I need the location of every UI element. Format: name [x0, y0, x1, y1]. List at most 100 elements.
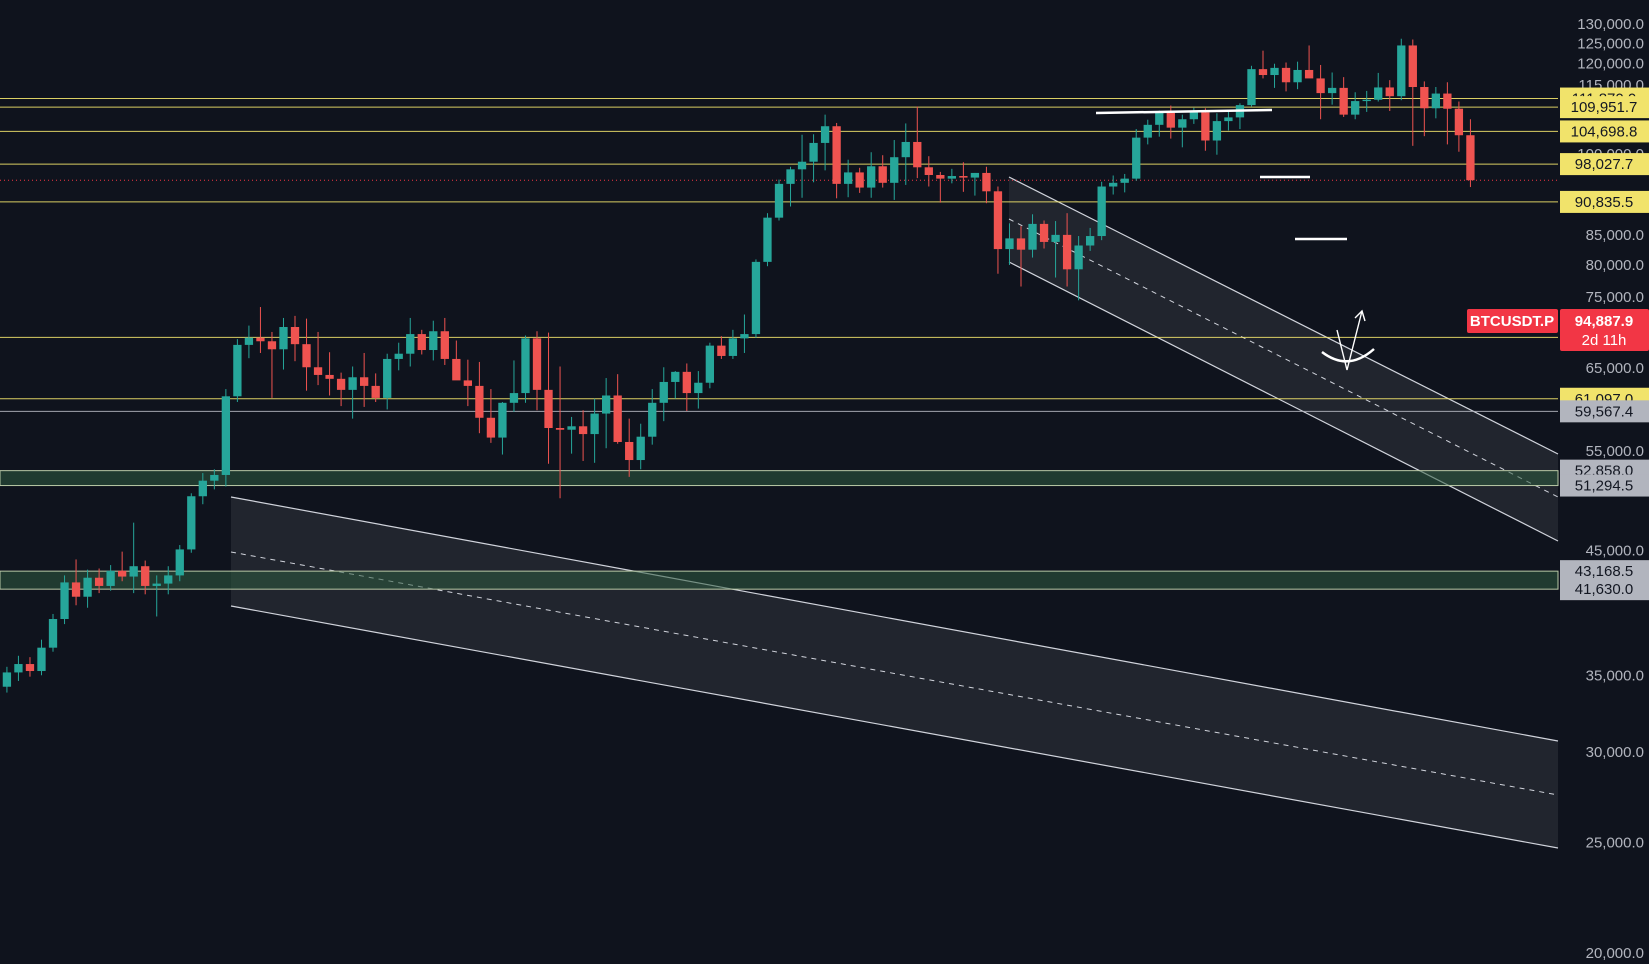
candle[interactable] [1212, 113, 1222, 155]
candle[interactable] [993, 186, 1003, 274]
candle[interactable] [1339, 77, 1348, 117]
candle[interactable] [187, 493, 196, 553]
candle[interactable] [348, 366, 357, 419]
candle[interactable] [498, 401, 507, 455]
candle[interactable] [659, 367, 668, 422]
candle[interactable] [613, 374, 622, 444]
candle[interactable] [1397, 38, 1406, 101]
candle[interactable] [567, 416, 576, 454]
candle[interactable] [1085, 227, 1095, 251]
candle[interactable] [1420, 81, 1429, 137]
candle[interactable] [936, 171, 945, 203]
candle[interactable] [383, 353, 392, 410]
candle[interactable] [786, 166, 795, 207]
candle[interactable] [106, 565, 115, 591]
candle[interactable] [302, 318, 311, 391]
candle[interactable] [118, 551, 127, 582]
candle[interactable] [175, 545, 184, 582]
candle[interactable] [648, 389, 657, 445]
candle[interactable] [913, 106, 922, 179]
candle[interactable] [417, 329, 426, 355]
candle[interactable] [671, 371, 680, 399]
candle[interactable] [406, 317, 415, 367]
candle[interactable] [1443, 82, 1452, 145]
candle[interactable] [751, 259, 761, 338]
candle[interactable] [728, 329, 738, 359]
candle[interactable] [1178, 114, 1187, 148]
candle[interactable] [1201, 108, 1210, 151]
candle[interactable] [578, 410, 588, 461]
candle[interactable] [141, 560, 150, 595]
candle[interactable] [694, 371, 703, 409]
candle[interactable] [1431, 87, 1440, 119]
candle[interactable] [475, 361, 484, 434]
candle[interactable] [429, 320, 438, 361]
candle[interactable] [486, 389, 496, 443]
candle[interactable] [359, 352, 369, 407]
candle[interactable] [1304, 45, 1314, 79]
candle[interactable] [1362, 90, 1371, 112]
candle[interactable] [336, 372, 346, 407]
candle[interactable] [198, 473, 207, 505]
candle[interactable] [83, 569, 92, 608]
candle[interactable] [279, 317, 288, 370]
candle[interactable] [1005, 223, 1014, 265]
candle[interactable] [152, 575, 161, 617]
candle[interactable] [60, 575, 69, 625]
candle[interactable] [221, 389, 231, 487]
candle[interactable] [233, 339, 242, 402]
candle[interactable] [947, 168, 957, 184]
candle[interactable] [1155, 110, 1164, 137]
candle[interactable] [313, 331, 323, 386]
candle[interactable] [164, 566, 173, 595]
candle[interactable] [1258, 50, 1268, 79]
candle[interactable] [1120, 173, 1129, 193]
candle[interactable] [544, 332, 553, 464]
channel-1-upper-line[interactable] [230, 496, 1559, 742]
candle[interactable] [636, 423, 645, 470]
candle[interactable] [1074, 236, 1083, 301]
candle[interactable] [129, 522, 138, 594]
candle[interactable] [71, 559, 81, 606]
candle[interactable] [1224, 111, 1233, 131]
candle[interactable] [809, 134, 818, 183]
candle[interactable] [843, 159, 853, 198]
candle[interactable] [740, 314, 749, 353]
resistance-mark-top[interactable] [1095, 108, 1273, 115]
candle[interactable] [590, 398, 599, 463]
candle[interactable] [1293, 61, 1302, 90]
candle[interactable] [371, 373, 380, 402]
candle[interactable] [1385, 80, 1394, 111]
candle[interactable] [1374, 72, 1383, 102]
candle[interactable] [394, 342, 403, 371]
candle[interactable] [440, 317, 449, 365]
candle[interactable] [1281, 62, 1291, 92]
candle[interactable] [924, 156, 933, 187]
candle[interactable] [210, 469, 219, 490]
candle[interactable] [901, 123, 910, 185]
candle[interactable] [325, 352, 334, 396]
candle[interactable] [1143, 119, 1152, 145]
candle[interactable] [1109, 175, 1118, 195]
candle[interactable] [705, 342, 715, 389]
candle[interactable] [1270, 63, 1279, 88]
candle[interactable] [532, 331, 542, 411]
price-axis[interactable]: 130,000.0125,000.0120,000.0115,000.0100,… [1577, 16, 1644, 962]
candle[interactable] [521, 335, 530, 403]
candle[interactable] [820, 114, 830, 171]
candle[interactable] [1039, 220, 1049, 249]
candle[interactable] [1132, 129, 1141, 181]
channel-2-lower-line[interactable] [1008, 261, 1559, 542]
candle[interactable] [959, 162, 968, 192]
candle[interactable] [555, 366, 565, 499]
candle[interactable] [37, 639, 46, 676]
candle[interactable] [774, 179, 784, 221]
candle[interactable] [1247, 65, 1256, 107]
candle[interactable] [682, 363, 691, 412]
candle[interactable] [855, 167, 864, 193]
candle[interactable] [1454, 101, 1464, 152]
channel-1-lower-line[interactable] [230, 605, 1559, 849]
candle[interactable] [1016, 226, 1026, 287]
candle[interactable] [1466, 119, 1475, 188]
